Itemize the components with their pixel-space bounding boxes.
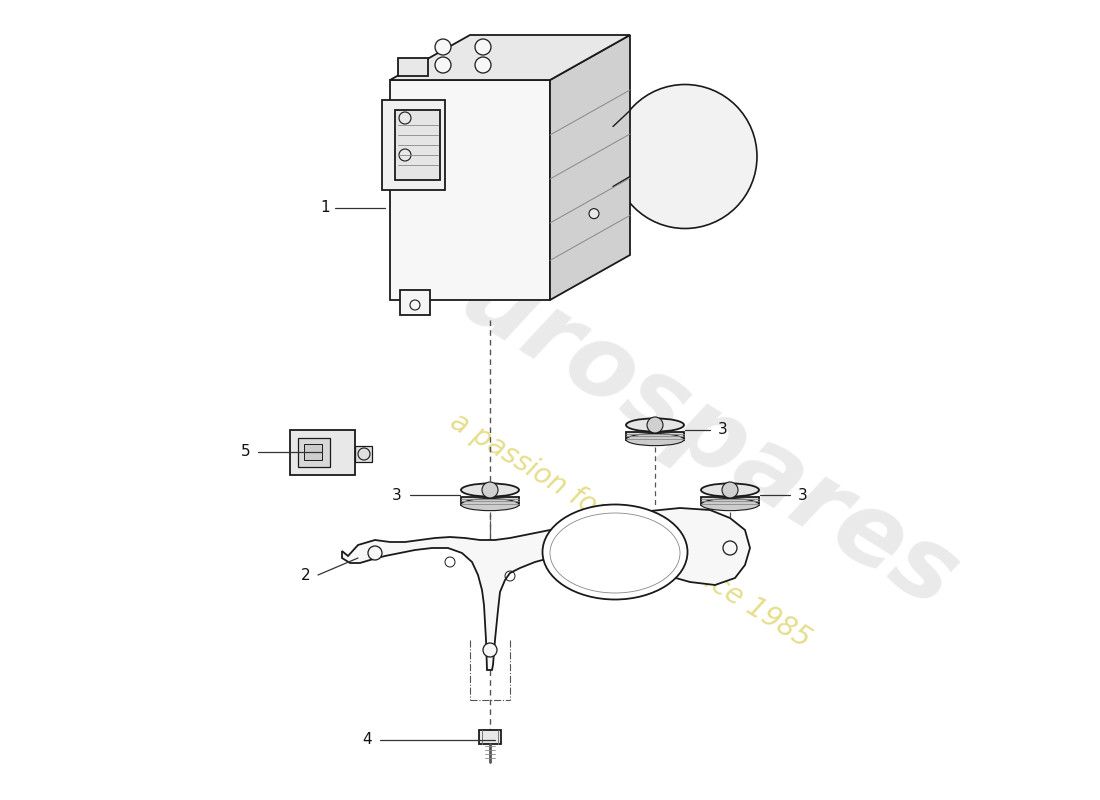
Text: 1: 1 [320, 200, 330, 215]
Circle shape [434, 57, 451, 73]
Polygon shape [298, 438, 330, 467]
Circle shape [588, 209, 600, 218]
Text: 3: 3 [798, 487, 807, 502]
Circle shape [475, 57, 491, 73]
Ellipse shape [701, 498, 759, 510]
Circle shape [722, 482, 738, 498]
Text: eurospares: eurospares [386, 211, 974, 629]
Text: a passion for parts since 1985: a passion for parts since 1985 [444, 407, 815, 653]
Polygon shape [626, 432, 684, 440]
Polygon shape [390, 80, 550, 300]
Text: 3: 3 [393, 487, 402, 502]
Circle shape [483, 643, 497, 657]
Polygon shape [290, 430, 355, 475]
Text: 3: 3 [718, 422, 728, 438]
Polygon shape [390, 35, 630, 80]
Polygon shape [461, 497, 519, 505]
Circle shape [482, 482, 498, 498]
Ellipse shape [626, 418, 684, 432]
Ellipse shape [626, 434, 684, 446]
Circle shape [647, 417, 663, 433]
Polygon shape [382, 100, 446, 190]
Polygon shape [304, 444, 322, 460]
Polygon shape [398, 58, 428, 75]
Circle shape [399, 149, 411, 161]
Polygon shape [478, 730, 500, 744]
Polygon shape [550, 35, 630, 300]
Polygon shape [701, 497, 759, 505]
Text: 4: 4 [362, 733, 372, 747]
Polygon shape [342, 508, 750, 670]
Text: 5: 5 [241, 445, 250, 459]
Circle shape [368, 546, 382, 560]
Circle shape [434, 39, 451, 55]
Polygon shape [355, 446, 372, 462]
Polygon shape [400, 290, 430, 315]
Circle shape [475, 39, 491, 55]
Ellipse shape [461, 483, 519, 497]
Ellipse shape [701, 483, 759, 497]
Text: 2: 2 [300, 567, 310, 582]
Ellipse shape [461, 498, 519, 510]
Polygon shape [395, 110, 440, 180]
Circle shape [723, 541, 737, 555]
Ellipse shape [542, 505, 688, 599]
Circle shape [613, 85, 757, 229]
Circle shape [399, 112, 411, 124]
